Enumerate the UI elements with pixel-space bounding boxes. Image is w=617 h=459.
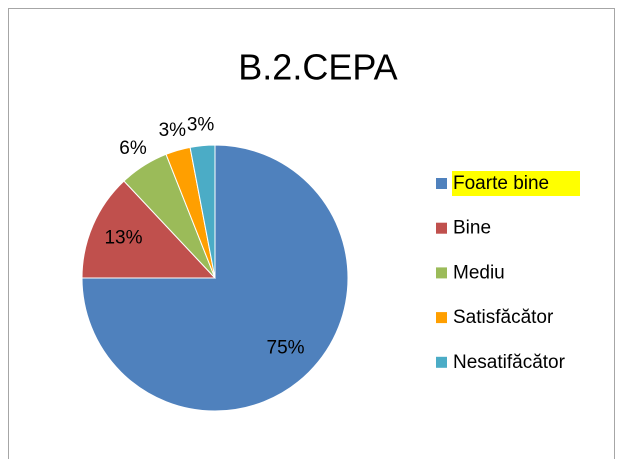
legend-swatch	[436, 312, 447, 324]
chart-frame	[8, 8, 615, 459]
legend-swatch	[436, 222, 447, 234]
pie-slice	[189, 144, 216, 279]
data-label: 13%	[104, 227, 142, 248]
data-label: 3%	[159, 120, 187, 141]
pie-slice	[81, 180, 217, 279]
legend-label: Satisfăcător	[453, 307, 554, 328]
legend-highlight	[452, 171, 580, 196]
legend-label: Mediu	[453, 262, 505, 283]
data-label: 6%	[119, 138, 147, 159]
data-label: 75%	[267, 338, 305, 359]
legend-label: Foarte bine	[453, 173, 549, 194]
legend-swatch	[436, 356, 447, 368]
chart-title: B.2.CEPA	[238, 47, 397, 88]
legend-swatch	[436, 178, 447, 189]
data-label: 3%	[187, 115, 215, 136]
legend-label: Nesatifăcător	[453, 352, 566, 373]
legend-label: Bine	[453, 218, 491, 239]
legend-swatch	[436, 267, 447, 279]
